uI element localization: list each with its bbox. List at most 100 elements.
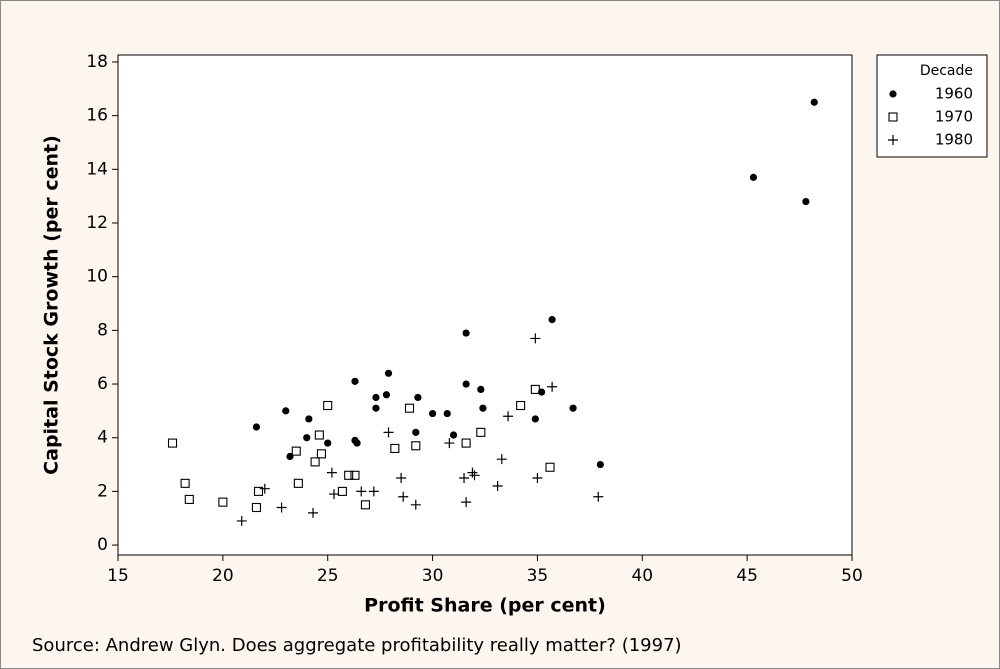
point [545,462,555,472]
point [368,486,379,497]
point [167,438,178,448]
x-axis-label: Profit Share (per cent) [364,595,606,617]
point [530,333,541,344]
x-tick-label: 25 [317,566,339,586]
point [293,478,303,488]
point [496,454,507,465]
legend-marker [888,112,898,122]
point [462,380,470,388]
point [593,491,604,502]
point [467,467,478,478]
point [462,329,470,337]
point [310,457,320,467]
legend-label: 1960 [935,85,973,103]
point [360,500,371,510]
point [329,489,340,500]
point [323,400,333,411]
x-tick-label: 40 [631,566,653,586]
x-tick-label: 35 [527,566,549,586]
point [276,502,287,513]
source-note: Source: Andrew Glyn. Does aggregate prof… [32,635,682,656]
point [596,460,604,469]
point [314,430,324,440]
point [303,434,311,442]
point [414,393,422,402]
legend-label: 1980 [935,131,973,149]
point [390,443,400,454]
point [476,427,486,437]
point [326,467,337,478]
y-tick-label: 18 [86,52,108,72]
point [548,316,556,324]
point [344,470,354,480]
point [396,472,407,483]
point [802,197,810,206]
point [449,431,458,439]
point [372,393,380,402]
point [461,497,472,508]
point [337,486,347,496]
point [324,439,332,447]
point [184,494,194,504]
point [810,98,818,106]
point [469,470,480,481]
x-tick-label: 45 [736,566,758,586]
y-tick-label: 2 [97,481,108,501]
point [356,486,367,497]
y-tick-label: 8 [97,320,108,340]
y-tick-label: 4 [97,428,108,448]
point [477,385,485,394]
point [530,384,540,394]
point [410,499,421,510]
legend-marker [889,90,897,98]
point [443,409,451,418]
y-tick-label: 6 [97,374,108,394]
y-tick-label: 12 [86,213,108,233]
point [459,472,470,483]
point [305,415,313,423]
point [308,507,319,518]
point [404,403,415,413]
x-tick-label: 50 [841,566,863,586]
point [351,377,359,385]
y-axis-label: Capital Stock Growth (per cent) [41,135,63,475]
point [492,481,503,492]
point [218,497,228,507]
point [251,502,261,513]
point [353,439,361,447]
point [384,369,393,377]
legend-title: Decade [920,63,973,79]
plot-area [117,54,853,556]
point [428,409,437,418]
point [350,470,360,480]
legend-marker [888,135,898,145]
point [516,400,526,411]
point [382,391,391,399]
point [398,491,409,502]
point [180,478,190,488]
x-tick-label: 30 [422,566,444,586]
point [252,423,261,431]
point [412,428,420,436]
point [372,404,380,412]
y-tick-label: 0 [97,535,108,555]
point [461,438,471,448]
point [291,446,301,456]
point [444,438,455,449]
point [547,381,558,392]
y-tick-label: 10 [86,267,108,287]
point [531,415,539,423]
point [316,449,326,459]
point [569,404,577,412]
x-tick-label: 20 [212,566,234,586]
point [259,483,270,494]
legend-label: 1970 [935,108,973,126]
point [503,411,514,422]
point [383,427,394,438]
point [282,407,290,415]
point [411,441,421,451]
point [749,173,758,181]
y-tick-label: 14 [86,159,108,179]
point [236,515,247,526]
